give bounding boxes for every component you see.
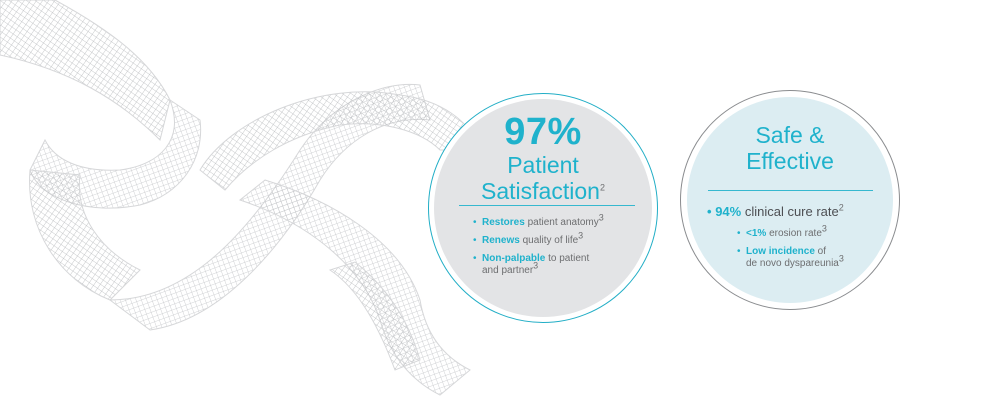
list-item: <1% erosion rate3 [737,224,877,240]
safety-title-line1: Safe & [755,122,825,148]
satisfaction-heading: 97% Patient Satisfaction2 [434,112,652,204]
list-item: Restores patient anatomy3 [473,213,633,229]
satisfaction-divider [459,205,635,206]
cure-rate-bullet: • 94% clinical cure rate2 [707,202,844,219]
satisfaction-title-line2: Satisfaction2 [481,178,605,204]
safety-divider [708,190,873,191]
safety-title-line2: Effective [746,148,834,174]
list-item: Renews quality of life3 [473,231,633,247]
satisfaction-title-line1: Patient [507,152,579,178]
satisfaction-stat: 97% [504,111,582,153]
satisfaction-bullet-list: Restores patient anatomy3 Renews quality… [473,213,633,283]
satisfaction-title-ref: 2 [599,182,605,193]
satisfaction-circle [434,99,652,317]
safety-heading: Safe & Effective [687,122,893,174]
